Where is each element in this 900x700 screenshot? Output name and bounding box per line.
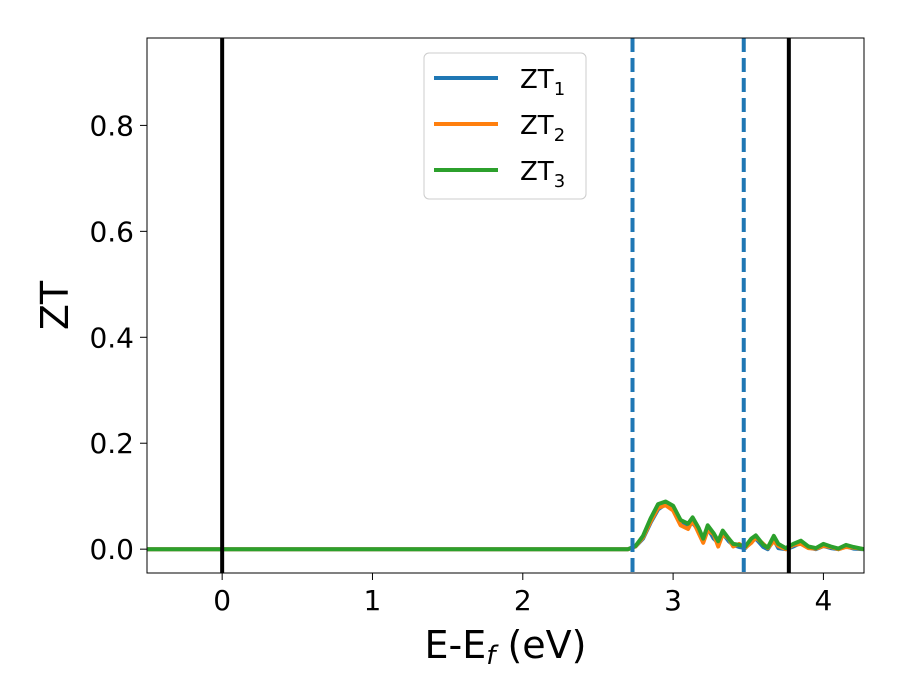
series-line-3 [147, 499, 864, 552]
x-tick-label: 3 [664, 584, 682, 617]
axes-frame [146, 37, 865, 574]
x-axis: 0 1 2 3 4 [213, 573, 832, 617]
legend-label-1: ZT1 [520, 65, 565, 100]
y-tick-label: 0.2 [89, 427, 134, 460]
x-tick-label: 1 [364, 584, 382, 617]
legend: ZT1 ZT2 ZT3 [423, 52, 587, 200]
x-tick-label: 2 [514, 584, 532, 617]
x-tick-label: 4 [815, 584, 833, 617]
legend-label-3: ZT3 [520, 157, 565, 192]
legend-box [423, 52, 587, 200]
y-axis: 0.0 0.2 0.4 0.6 0.8 [89, 109, 147, 566]
x-tick-label: 0 [213, 584, 231, 617]
y-tick-label: 0.6 [89, 215, 134, 248]
legend-label-2: ZT2 [520, 111, 565, 146]
plot-area [147, 499, 864, 552]
y-tick-label: 0.4 [89, 321, 134, 354]
x-axis-label-suffix: (eV) [495, 623, 586, 667]
y-tick-label: 0.0 [89, 533, 134, 566]
series-line-2 [147, 503, 864, 552]
y-tick-label: 0.8 [89, 109, 134, 142]
y-axis-label: ZT [33, 280, 77, 330]
reference-lines [220, 38, 791, 573]
x-axis-label-base: E-E [425, 623, 487, 667]
x-axis-label: E-Ef (eV) [425, 623, 587, 671]
series-line-1 [147, 502, 864, 552]
